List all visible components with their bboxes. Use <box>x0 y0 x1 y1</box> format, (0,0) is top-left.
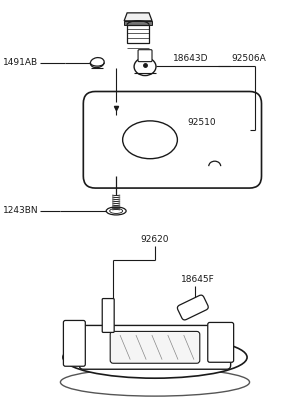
Text: 1491AB: 1491AB <box>3 58 38 67</box>
FancyBboxPatch shape <box>110 331 200 363</box>
Text: 92620: 92620 <box>140 235 169 244</box>
Ellipse shape <box>122 121 177 159</box>
Ellipse shape <box>106 207 126 215</box>
Ellipse shape <box>63 337 247 378</box>
FancyBboxPatch shape <box>178 299 207 316</box>
Polygon shape <box>124 21 152 25</box>
FancyBboxPatch shape <box>138 50 152 62</box>
FancyBboxPatch shape <box>127 25 149 43</box>
FancyBboxPatch shape <box>208 322 234 362</box>
FancyBboxPatch shape <box>83 91 262 188</box>
Text: 18643D: 18643D <box>173 54 208 62</box>
Text: 92506A: 92506A <box>232 54 266 62</box>
Text: 1243BN: 1243BN <box>3 206 38 216</box>
FancyBboxPatch shape <box>64 320 85 366</box>
FancyBboxPatch shape <box>79 326 231 369</box>
Text: 92510: 92510 <box>188 118 216 127</box>
Text: 18645F: 18645F <box>181 275 215 284</box>
Ellipse shape <box>60 368 250 396</box>
Ellipse shape <box>90 58 104 68</box>
FancyBboxPatch shape <box>177 295 208 320</box>
Ellipse shape <box>110 208 122 214</box>
Ellipse shape <box>134 58 156 76</box>
FancyBboxPatch shape <box>102 299 114 332</box>
Polygon shape <box>124 13 152 21</box>
